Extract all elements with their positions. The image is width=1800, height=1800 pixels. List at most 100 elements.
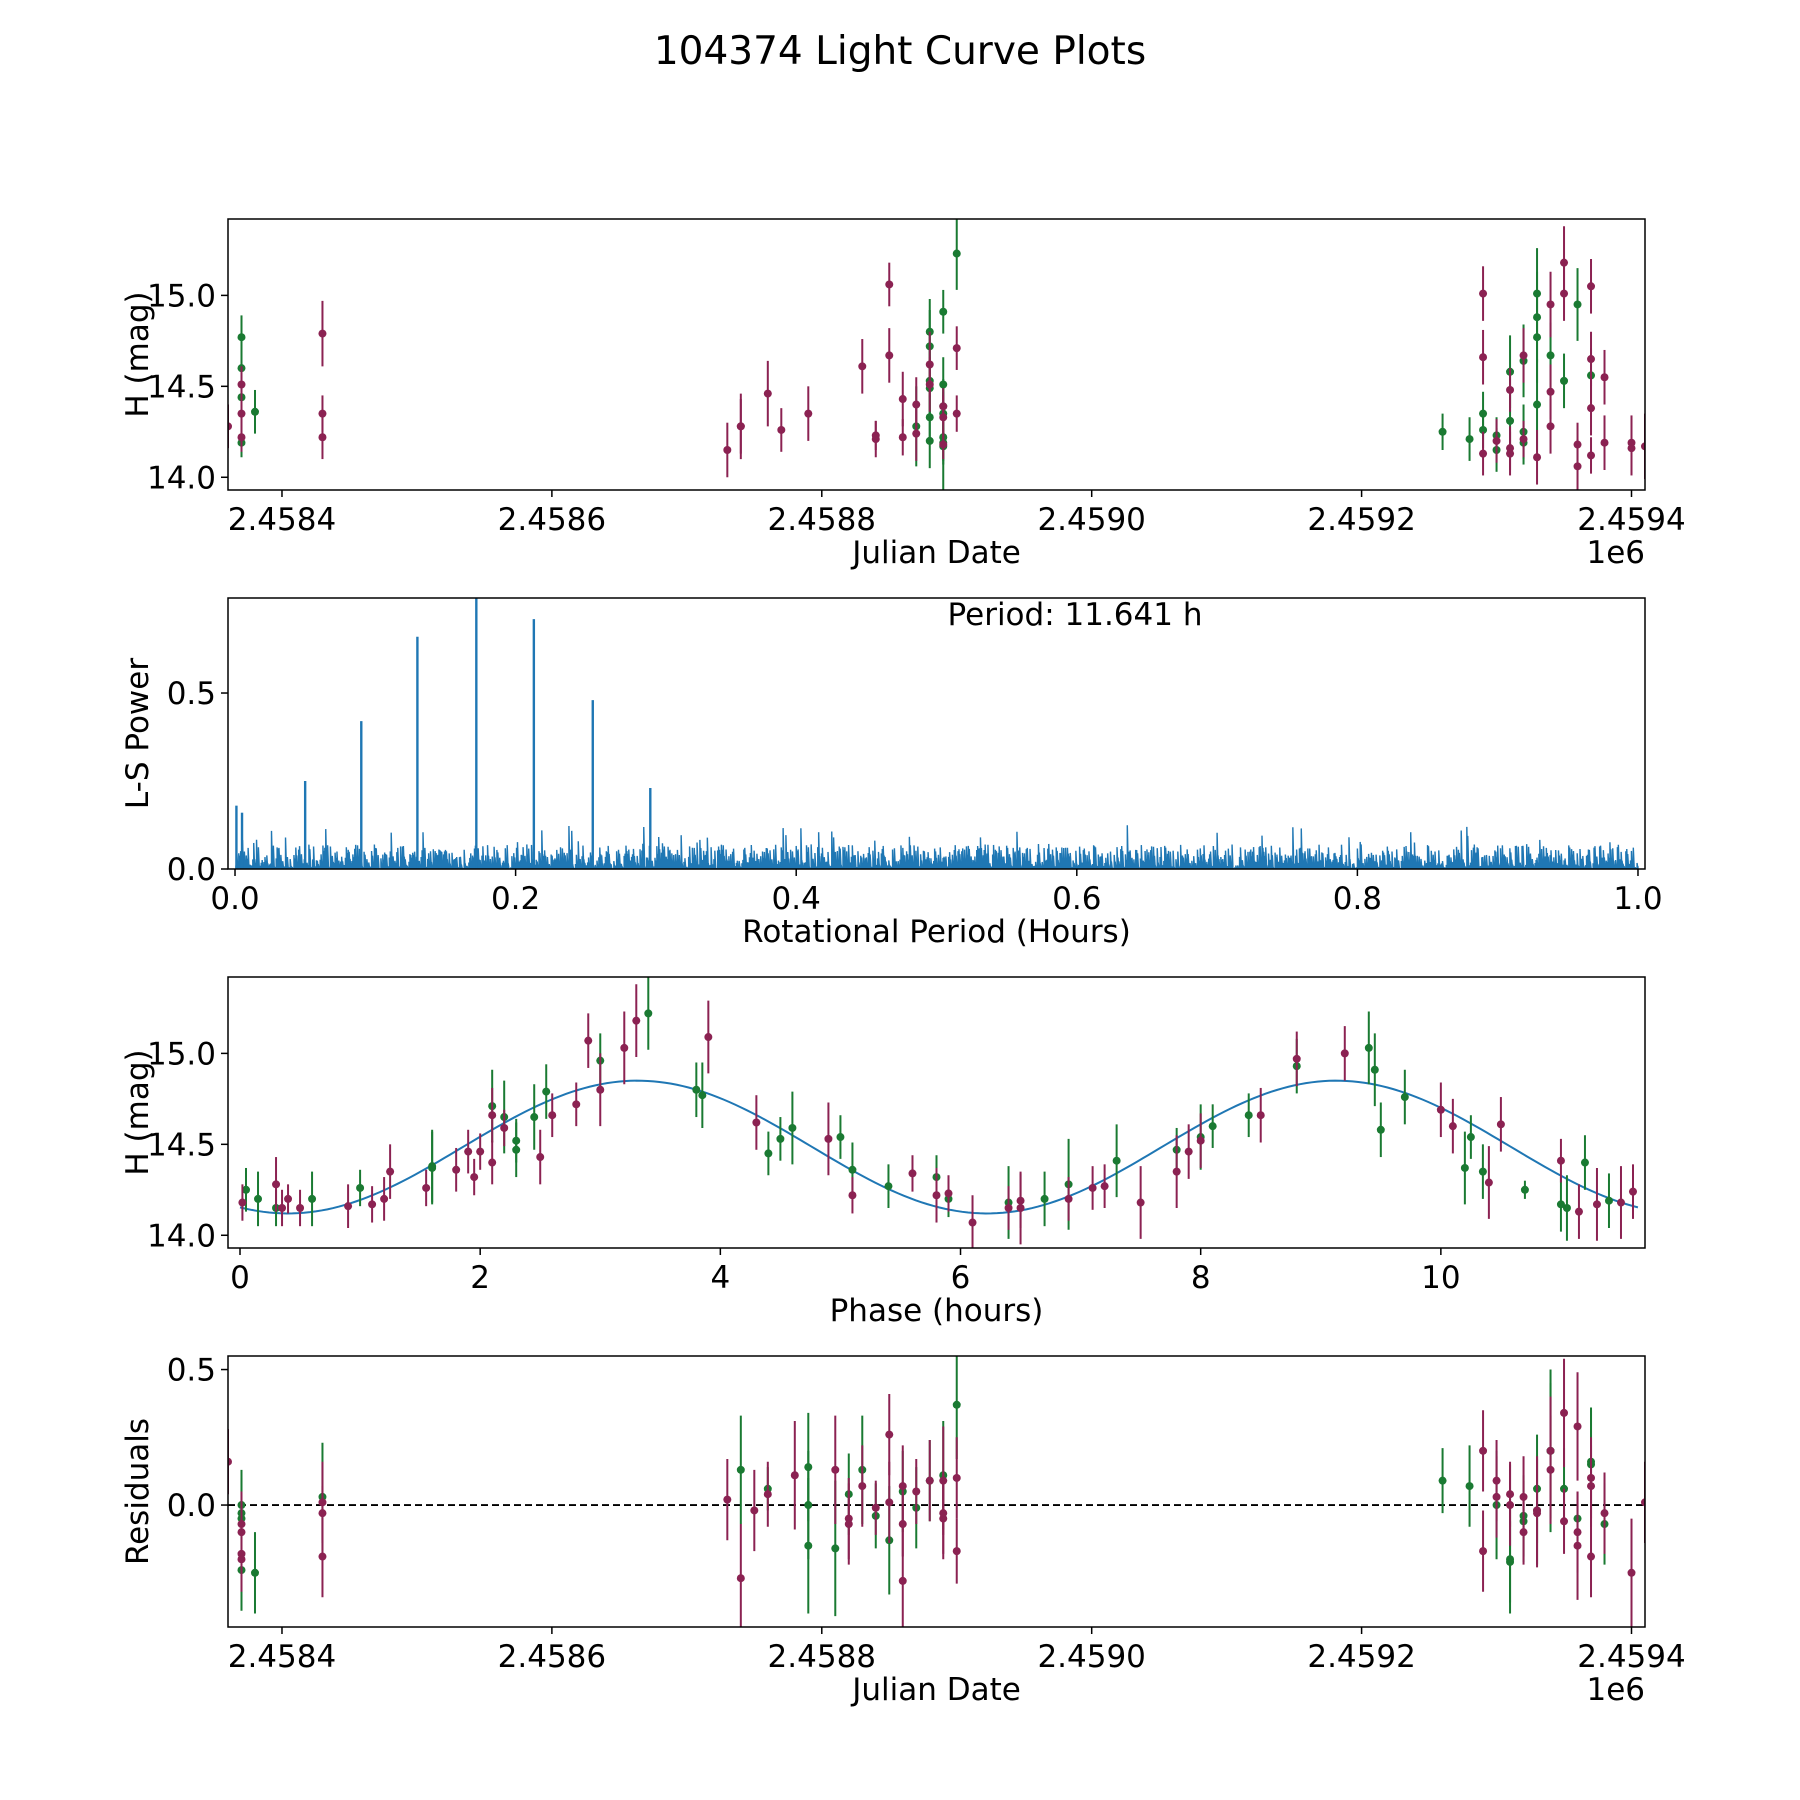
data-point bbox=[1546, 300, 1555, 309]
data-point bbox=[1479, 353, 1488, 362]
data-point bbox=[1627, 1568, 1636, 1577]
data-point bbox=[952, 1473, 961, 1482]
data-point bbox=[1479, 289, 1488, 298]
data-point bbox=[831, 1465, 840, 1474]
data-point bbox=[344, 1202, 353, 1211]
data-point bbox=[898, 1482, 907, 1491]
data-point bbox=[1040, 1194, 1049, 1203]
data-point bbox=[1506, 1501, 1515, 1510]
data-point bbox=[824, 1134, 833, 1143]
data-point bbox=[1340, 1049, 1349, 1058]
data-point bbox=[237, 433, 246, 442]
data-point bbox=[572, 1100, 581, 1109]
x-offset-label: 1e6 bbox=[1586, 535, 1645, 571]
data-point bbox=[318, 409, 327, 418]
data-point bbox=[644, 1009, 653, 1018]
data-point bbox=[1573, 440, 1582, 449]
data-point bbox=[1506, 444, 1515, 453]
data-point bbox=[1004, 1203, 1013, 1212]
data-point bbox=[296, 1203, 305, 1212]
data-point bbox=[1533, 1509, 1542, 1518]
y-tick-label: 15.0 bbox=[147, 1036, 216, 1072]
data-point bbox=[470, 1173, 479, 1182]
x-tick-label: 2.4584 bbox=[228, 1639, 336, 1675]
data-point bbox=[254, 1194, 263, 1203]
data-point bbox=[1100, 1182, 1109, 1191]
data-point bbox=[1600, 373, 1609, 382]
axes-frame bbox=[227, 976, 1646, 1249]
data-point bbox=[692, 1085, 701, 1094]
data-point bbox=[1244, 1111, 1253, 1120]
data-point bbox=[512, 1136, 521, 1145]
data-point bbox=[952, 1400, 961, 1409]
data-point bbox=[1436, 1105, 1445, 1114]
x-tick-label: 2.4590 bbox=[1037, 502, 1145, 538]
x-tick-label: 0.6 bbox=[1052, 881, 1101, 917]
data-point bbox=[952, 249, 961, 258]
green-band-series bbox=[242, 977, 1613, 1241]
data-point bbox=[885, 1430, 894, 1439]
data-point bbox=[368, 1200, 377, 1209]
data-point bbox=[912, 429, 921, 438]
x-offset-label: 1e6 bbox=[1586, 1672, 1645, 1708]
x-axis-label: Julian Date bbox=[850, 535, 1021, 571]
data-point bbox=[1438, 427, 1447, 436]
data-point bbox=[1546, 351, 1555, 360]
data-point bbox=[764, 1149, 773, 1158]
y-tick-label: 14.5 bbox=[147, 369, 216, 405]
y-axis-label: H (mag) bbox=[120, 291, 156, 417]
data-point bbox=[776, 1134, 785, 1143]
data-point bbox=[1479, 409, 1488, 418]
y-tick-label: 0.0 bbox=[167, 852, 216, 888]
data-point bbox=[1016, 1196, 1025, 1205]
x-tick-label: 2.4594 bbox=[1577, 1639, 1685, 1675]
y-axis-label: H (mag) bbox=[120, 1049, 156, 1175]
data-point bbox=[898, 433, 907, 442]
data-point bbox=[939, 1509, 948, 1518]
data-point bbox=[908, 1169, 917, 1178]
x-tick-label: 0.2 bbox=[491, 881, 540, 917]
data-point bbox=[1573, 300, 1582, 309]
data-point bbox=[1627, 444, 1636, 453]
data-point bbox=[464, 1147, 473, 1156]
data-point bbox=[1574, 1207, 1583, 1216]
data-point bbox=[386, 1167, 395, 1176]
data-point bbox=[250, 1568, 259, 1577]
data-point bbox=[1496, 1120, 1505, 1129]
data-point bbox=[1533, 453, 1542, 462]
data-point bbox=[1556, 1200, 1565, 1209]
data-point bbox=[790, 1471, 799, 1480]
x-tick-label: 2.4592 bbox=[1307, 502, 1415, 538]
data-point bbox=[1580, 1158, 1589, 1167]
data-point bbox=[228, 422, 232, 431]
data-point bbox=[704, 1033, 713, 1042]
data-point bbox=[250, 407, 259, 416]
data-point bbox=[884, 1182, 893, 1191]
data-point bbox=[1465, 1482, 1474, 1491]
x-tick-label: 2.4590 bbox=[1037, 1639, 1145, 1675]
data-point bbox=[452, 1165, 461, 1174]
data-point bbox=[898, 395, 907, 404]
data-point bbox=[723, 1495, 732, 1504]
data-point bbox=[1592, 1200, 1601, 1209]
data-point bbox=[1479, 449, 1488, 458]
data-point bbox=[736, 1465, 745, 1474]
data-point bbox=[1587, 404, 1596, 413]
data-point bbox=[1533, 400, 1542, 409]
data-point bbox=[308, 1194, 317, 1203]
x-tick-label: 2.4586 bbox=[498, 502, 606, 538]
data-point bbox=[356, 1183, 365, 1192]
data-point bbox=[1208, 1122, 1217, 1131]
x-tick-label: 2.4584 bbox=[228, 502, 336, 538]
data-point bbox=[237, 380, 246, 389]
data-point bbox=[1506, 416, 1515, 425]
data-point bbox=[925, 436, 934, 445]
data-point bbox=[1641, 1498, 1645, 1507]
data-point bbox=[488, 1111, 497, 1120]
data-point bbox=[228, 1457, 232, 1466]
data-point bbox=[736, 1574, 745, 1583]
data-point bbox=[939, 413, 948, 422]
data-point bbox=[925, 380, 934, 389]
x-tick-label: 2.4588 bbox=[768, 1639, 876, 1675]
